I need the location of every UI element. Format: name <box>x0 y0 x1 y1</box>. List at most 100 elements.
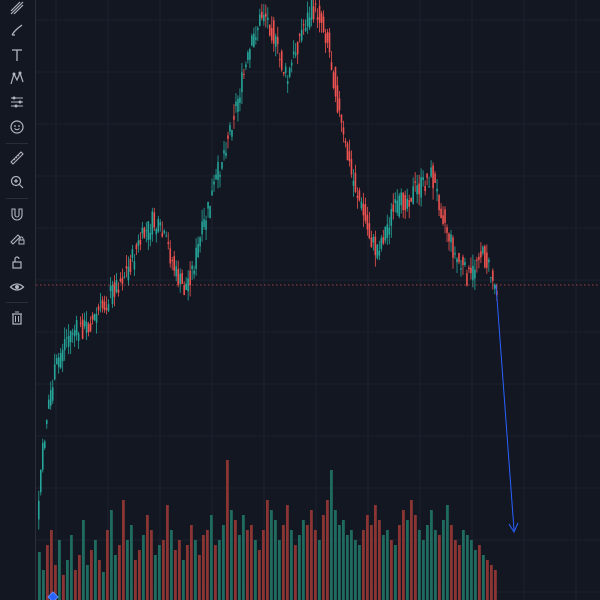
unlock-icon[interactable] <box>4 251 30 273</box>
volume-bar <box>90 550 93 600</box>
candle-body <box>464 261 466 266</box>
volume-bar <box>270 510 273 600</box>
candle-body <box>223 150 225 154</box>
volume-bar <box>486 560 489 600</box>
candle-body <box>292 51 295 55</box>
drawing-toolbar <box>0 0 36 600</box>
brush-icon[interactable] <box>4 19 30 41</box>
emoji-icon[interactable] <box>4 116 30 138</box>
volume-bar <box>130 525 133 600</box>
candle-body <box>71 333 74 335</box>
volume-bar <box>386 530 389 600</box>
candle-body <box>340 114 343 123</box>
candle-body <box>75 320 78 335</box>
candle-body <box>412 186 414 204</box>
candle-body <box>197 244 199 257</box>
text-icon[interactable] <box>4 44 30 66</box>
volume-bar <box>362 530 365 600</box>
volume-bar <box>178 540 181 600</box>
candle-body <box>374 236 377 256</box>
candle-body <box>354 172 357 193</box>
candle-body <box>286 81 289 84</box>
volume-bar <box>282 525 285 600</box>
candle-body <box>438 195 440 211</box>
candle-body <box>294 53 297 56</box>
tradingview-logo-icon <box>47 591 59 600</box>
measure-tool-icon[interactable] <box>4 91 30 113</box>
candle-body <box>392 204 395 212</box>
ruler-icon[interactable] <box>4 147 30 169</box>
volume-bar <box>246 530 249 600</box>
candle-body <box>486 252 488 268</box>
candle-body <box>38 500 40 520</box>
trash-icon[interactable] <box>4 307 30 329</box>
volume-bar <box>54 565 57 600</box>
volume-bar <box>290 530 293 600</box>
candle-body <box>107 304 110 312</box>
candle-body <box>121 277 124 285</box>
volume-bar <box>350 530 353 600</box>
candle-body <box>77 333 80 341</box>
volume-bar <box>142 535 145 600</box>
volume-bar <box>226 460 229 600</box>
candle-body <box>390 209 393 226</box>
chart-pane[interactable] <box>36 0 600 600</box>
candle-body <box>492 270 494 281</box>
volume-bar <box>470 540 473 600</box>
volume-bar <box>162 540 165 600</box>
price-chart-svg[interactable] <box>36 0 600 600</box>
lock-drawing-icon[interactable] <box>4 227 30 249</box>
candle-body <box>109 285 112 292</box>
candle-body <box>298 34 301 36</box>
pattern-tool-icon[interactable] <box>4 0 30 19</box>
volume-bar <box>466 535 469 600</box>
candle-body <box>105 307 108 310</box>
candle-body <box>257 27 259 31</box>
candle-body <box>155 229 158 235</box>
candle-body <box>418 183 420 195</box>
candle-body <box>179 273 181 284</box>
candle-body <box>480 251 482 258</box>
candle-body <box>386 224 389 239</box>
candle-body <box>265 13 267 17</box>
forecast-tool-icon[interactable] <box>4 67 30 89</box>
candle-body <box>396 200 399 213</box>
volume-bar <box>234 520 237 600</box>
volume-bar <box>74 570 77 600</box>
candle-body <box>241 72 243 93</box>
candle-body <box>426 173 428 179</box>
volume-bar <box>402 510 405 600</box>
candle-body <box>406 198 408 209</box>
candle-body <box>284 66 287 73</box>
candle-body <box>362 203 365 216</box>
zoom-in-icon[interactable] <box>4 171 30 193</box>
volume-bar <box>322 515 325 600</box>
candle-body <box>103 301 106 311</box>
candle-body <box>43 441 46 449</box>
volume-bar <box>62 575 65 600</box>
candle-body <box>89 323 92 332</box>
volume-bar <box>70 535 73 600</box>
candle-body <box>219 174 221 177</box>
candle-body <box>468 267 470 270</box>
candle-body <box>139 239 142 245</box>
candle-body <box>253 33 255 47</box>
candle-body <box>193 270 195 275</box>
candle-body <box>424 186 426 192</box>
candle-body <box>93 313 96 321</box>
candle-body <box>53 364 56 380</box>
candle-body <box>255 37 257 40</box>
volume-bar <box>442 520 445 600</box>
candle-body <box>61 349 64 362</box>
candle-body <box>384 226 387 241</box>
candle-body <box>95 314 98 323</box>
candle-body <box>165 235 168 237</box>
eye-icon[interactable] <box>4 276 30 298</box>
candle-body <box>442 215 444 225</box>
candle-body <box>261 11 263 19</box>
volume-bar <box>474 550 477 600</box>
volume-bar <box>314 530 317 600</box>
volume-bar <box>434 530 437 600</box>
magnet-icon[interactable] <box>4 203 30 225</box>
